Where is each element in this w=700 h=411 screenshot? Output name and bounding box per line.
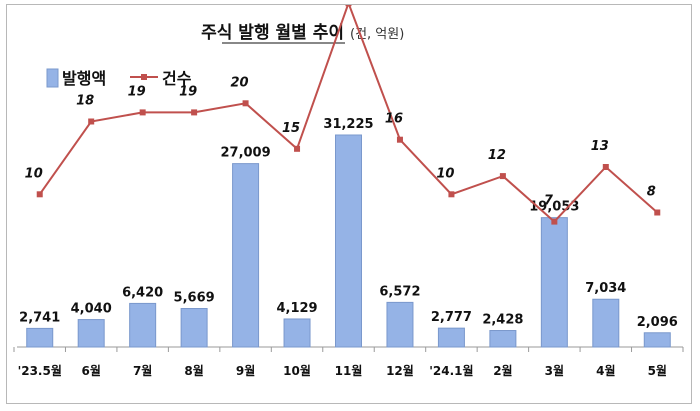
count-marker <box>654 209 661 216</box>
legend-bar-label: 발행액 <box>62 69 106 88</box>
bar-value-label: 4,040 <box>71 302 112 317</box>
count-marker <box>294 145 301 152</box>
bar-value-label: 6,572 <box>379 284 420 299</box>
x-tick-label: 10월 <box>283 363 311 378</box>
bar-value-label: 7,034 <box>585 281 626 296</box>
count-value-label: 7 <box>544 194 554 209</box>
bar <box>489 330 517 348</box>
bar <box>386 301 414 348</box>
x-tick-label: 6월 <box>81 363 100 378</box>
chart-title: 주식 발행 월별 추이 (건, 억원) <box>201 23 404 44</box>
x-tick-label: '23.5월 <box>18 363 62 378</box>
chart: 주식 발행 월별 추이 (건, 억원) 발행액 건수 2,741 4,040 6,4… <box>13 5 684 378</box>
x-tick-label: 7월 <box>133 363 152 378</box>
x-tick-label: 3월 <box>545 363 564 378</box>
count-value-label: 19 <box>128 84 146 99</box>
x-tick-label: 12월 <box>386 363 414 378</box>
bar-value-label: 31,225 <box>323 117 373 132</box>
bar <box>26 327 54 348</box>
count-marker <box>139 109 146 116</box>
count-value-label: 10 <box>25 166 43 181</box>
x-tick-label: 2월 <box>493 363 512 378</box>
count-marker <box>448 191 455 198</box>
count-marker <box>499 173 506 180</box>
bar <box>180 308 208 348</box>
bar <box>437 327 465 348</box>
count-value-label: 16 <box>385 112 403 127</box>
x-tick-label: 11월 <box>335 363 363 378</box>
count-line-series <box>36 5 661 225</box>
bar-value-label: 27,009 <box>220 146 270 161</box>
x-tick-label: 8월 <box>184 363 203 378</box>
count-value-label: 20 <box>231 75 249 90</box>
count-value-labels: 101819192015311610127138 <box>25 75 656 209</box>
bar-value-label: 2,741 <box>19 310 60 325</box>
chart-title-text: 주식 발행 월별 추이 <box>201 23 344 43</box>
count-marker <box>602 164 609 170</box>
legend-bar-swatch <box>46 68 59 88</box>
bar-value-label: 4,129 <box>276 301 317 316</box>
chart-title-unit: (건, 억원) <box>350 27 404 42</box>
x-tick-label: 4월 <box>596 363 615 378</box>
bar-value-labels: 2,741 4,040 6,420 5,669 27,009 4,129 31,225 6,5… <box>19 117 678 330</box>
bar-value-label: 2,096 <box>637 315 678 330</box>
x-tick-label: '24.1월 <box>429 363 473 378</box>
count-marker <box>191 109 198 116</box>
x-tick-label: 9월 <box>236 363 255 378</box>
count-value-label: 12 <box>488 148 506 163</box>
legend: 발행액 건수 <box>46 68 192 88</box>
count-marker <box>551 218 558 225</box>
count-marker <box>88 118 95 125</box>
x-tick-label: 5월 <box>648 363 667 378</box>
count-value-label: 10 <box>436 166 454 181</box>
bar <box>77 319 105 348</box>
count-value-label: 18 <box>76 94 94 109</box>
chart-frame: 주식 발행 월별 추이 (건, 억원) 발행액 건수 2,741 4,040 6,4… <box>6 4 692 404</box>
legend-line-marker <box>141 74 147 80</box>
bar <box>232 163 260 348</box>
bar-value-label: 2,428 <box>482 313 523 328</box>
bar <box>592 298 620 348</box>
legend-line-label: 건수 <box>162 69 192 88</box>
bar <box>540 217 568 348</box>
bar-value-label: 5,669 <box>174 291 215 306</box>
count-marker <box>242 100 249 107</box>
bar <box>129 302 157 348</box>
count-marker <box>396 136 403 143</box>
bar <box>643 332 671 348</box>
count-value-label: 13 <box>591 139 609 154</box>
bar-value-label: 2,777 <box>431 310 472 325</box>
count-value-label: 8 <box>647 185 656 200</box>
bar <box>335 134 362 348</box>
x-axis-labels: '23.5월 6월 7월 8월 9월 10월 11월 12월 '24.1월 2월 3월 4월 5월 <box>18 363 667 378</box>
count-marker <box>36 191 43 198</box>
count-value-label: 15 <box>282 121 300 136</box>
bar <box>283 318 311 348</box>
x-axis-ticks <box>13 347 684 352</box>
bar-value-label: 6,420 <box>122 285 163 300</box>
bar-series <box>26 134 671 348</box>
count-value-label: 19 <box>179 84 197 99</box>
count-marker <box>345 5 352 7</box>
